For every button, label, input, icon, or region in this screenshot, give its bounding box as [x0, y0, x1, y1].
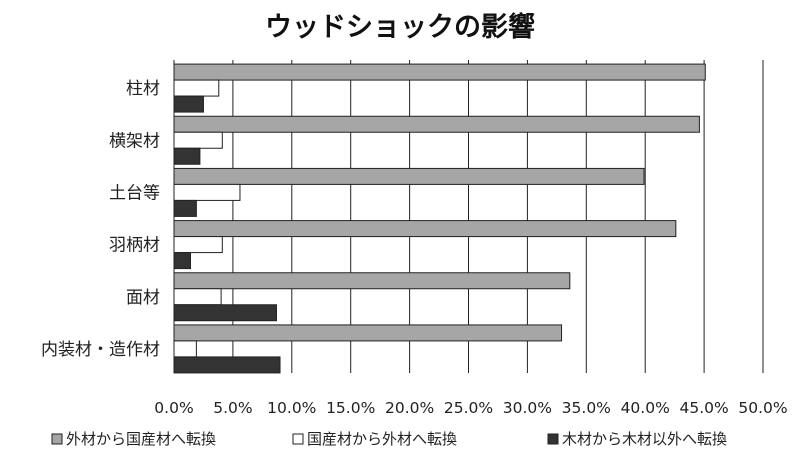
bar — [173, 340, 197, 358]
x-tick-label: 0.0% — [154, 399, 193, 417]
x-tick-label: 20.0% — [385, 399, 434, 417]
bar — [173, 304, 277, 322]
x-tick-label: 40.0% — [621, 399, 670, 417]
x-tick-label: 15.0% — [326, 399, 375, 417]
legend-label: 木材から木材以外へ転換 — [562, 430, 727, 448]
bar — [173, 356, 281, 374]
x-tick-label: 25.0% — [444, 399, 493, 417]
bar — [173, 63, 706, 81]
bar — [173, 272, 571, 290]
axes: 0.0% 5.0% 10.0% 15.0% 20.0% 25.0% 30.0% 35.0% 40… — [41, 60, 788, 417]
bar — [173, 199, 197, 217]
category-label: 土台等 — [109, 183, 160, 203]
bar — [173, 79, 220, 97]
bars — [173, 63, 706, 374]
x-tick-label: 50.0% — [738, 399, 787, 417]
bar — [173, 167, 645, 185]
x-tick-label: 45.0% — [679, 399, 728, 417]
legend-label: 国産材から外材へ転換 — [307, 430, 457, 448]
gridlines — [232, 60, 764, 373]
x-tick-label: 35.0% — [562, 399, 611, 417]
category-label: 横架材 — [109, 131, 160, 151]
x-tick-label: 10.0% — [267, 399, 316, 417]
bar — [173, 288, 222, 306]
bar — [173, 220, 677, 238]
legend-label: 外材から国産材へ転換 — [66, 430, 216, 448]
x-tick-label: 30.0% — [503, 399, 552, 417]
category-label: 内装材・造作材 — [41, 340, 160, 360]
legend-swatch — [292, 433, 304, 445]
bar — [173, 236, 223, 254]
bar — [173, 252, 191, 270]
category-label: 柱材 — [126, 79, 160, 99]
legend: 外材から国産材へ転換 国産材から外材へ転換 木材から木材以外へ転換 — [51, 430, 727, 448]
category-label: 羽柄材 — [109, 236, 160, 256]
bar — [173, 147, 201, 165]
legend-swatch — [51, 433, 63, 445]
bar — [173, 115, 700, 133]
bar — [173, 131, 223, 149]
x-tick-label: 5.0% — [213, 399, 252, 417]
legend-swatch — [547, 433, 559, 445]
bar — [173, 324, 563, 342]
bar — [173, 95, 204, 113]
category-label: 面材 — [126, 288, 160, 308]
bar — [173, 183, 241, 201]
chart-title: ウッドショックの影響 — [265, 11, 535, 43]
